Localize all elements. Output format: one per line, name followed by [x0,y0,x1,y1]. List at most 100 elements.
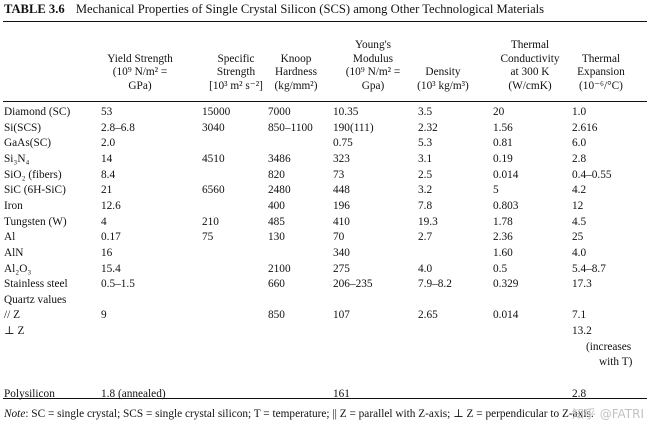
table-cell: 2.36 [493,231,513,244]
table-cell: 15000 [202,106,231,118]
table-cell: 2.8 [572,152,587,165]
table-caption: TABLE 3.6 Mechanical Properties of Singl… [4,2,544,17]
table-cell: 400 [268,199,285,212]
column-header-line: GPa) [128,80,152,93]
row-label: Tungsten (W) [4,215,67,228]
table-cell: 3.2 [418,184,433,197]
table-cell: 2.5 [418,168,433,181]
table-cell: 0.81 [493,137,513,150]
column-header-line: Modulus [352,52,394,65]
table-cell: 2.616 [572,121,598,134]
bottom-rule [3,398,647,399]
column-header-line: Gpa) [361,80,385,93]
table-cell: 3486 [268,152,291,165]
table-cell: 4.0 [572,246,587,259]
table-cell: 13.2 [572,325,592,338]
table-cell: 2.32 [418,121,438,134]
column-header-line: (kg/mm²) [274,80,318,93]
table-cell: 275 [333,262,350,275]
table-cell: 10.35 [333,106,359,118]
table-cell: 7.9–8.2 [418,278,452,291]
note-label: Note [4,408,26,420]
table-cell: 19.3 [418,215,438,228]
table-cell: 6560 [202,184,225,197]
column-header-line: Hardness [274,66,318,79]
table-cell: 7.1 [572,309,587,322]
row-label: Al [4,231,16,244]
row-label: // Z [4,309,21,322]
table-cell: 4.0 [418,262,433,275]
table-cell: 14 [101,152,113,165]
table-cell: 25 [572,231,584,244]
column-header-line: [10³ m² s⁻²] [209,80,263,93]
table-cell: 190(111) [333,121,374,134]
row-label: Quartz values [4,293,67,306]
table-cell: 75 [202,231,214,244]
table-number: TABLE 3.6 [4,2,65,16]
table-cell: 2100 [268,262,291,275]
top-rule [3,21,647,22]
table-cell: 0.19 [493,152,513,165]
table-cell: 3.5 [418,106,433,118]
table-cell: 850–1100 [268,121,313,134]
row-label: Stainless steel [4,278,68,291]
table-cell: 5.3 [418,137,433,150]
table-cell: 2.8–6.8 [101,121,135,134]
column-header-line: (10⁻⁶/°C) [579,80,623,93]
table-cell: 130 [268,231,285,244]
table-cell: 2480 [268,184,291,197]
table-cell: 4.5 [572,215,587,228]
table-cell: 70 [333,231,345,244]
table-cell: 485 [268,215,285,228]
column-header-line: Strength [216,66,256,79]
table-cell: 0.5 [493,262,508,275]
column-header-line: at 300 K [510,66,550,79]
table-cell: 210 [202,215,219,228]
table-cell: 448 [333,184,350,197]
column-header-line: Yield Strength [107,52,173,65]
table-cell: 15.4 [101,262,121,275]
column-header-line: Specific [217,52,255,65]
row-label: Diamond (SC) [4,106,71,118]
row-label: Al₂O₃ [4,262,32,275]
table-cell: (increases [586,340,632,353]
table-cell: 0.5–1.5 [101,278,135,291]
table-cell: 5 [493,184,499,197]
table-cell: 12.6 [101,199,121,212]
table-cell: 2.0 [101,137,116,150]
table-cell: 4510 [202,152,225,165]
table-cell: 4 [101,215,107,228]
table-cell: 73 [333,168,345,181]
table-cell: 0.329 [493,278,519,291]
table-cell: 0.17 [101,231,121,244]
table-cell: 2.8 [572,387,587,400]
table-cell: 410 [333,215,350,228]
table-cell: 0.4–0.55 [572,168,612,181]
table-cell: 3.1 [418,152,433,165]
column-header-line: (10⁹ N/m² = [345,66,401,79]
table-cell: with T) [599,356,633,369]
row-label: Si(SCS) [4,121,42,134]
row-label: Si₃N₄ [4,152,30,165]
row-label: ⊥ Z [4,325,25,338]
table-cell: 196 [333,199,350,212]
table-cell: 1.8 (annealed) [101,387,166,400]
table-cell: 1.0 [572,106,587,118]
row-label: SiO₂ (fibers) [4,168,62,181]
table-cell: 1.78 [493,215,513,228]
column-header-line: Expansion [577,66,625,79]
column-header-line: (W/cmK) [508,80,552,93]
row-label: AlN [4,246,24,259]
table-cell: 1.60 [493,246,513,259]
header-rule [3,101,647,102]
table-cell: 107 [333,309,350,322]
table-cell: 7.8 [418,199,433,212]
row-label: Iron [4,199,23,212]
table-cell: 0.75 [333,137,353,150]
table-cell: 660 [268,278,285,291]
table-cell: 21 [101,184,113,197]
column-header-line: Young's [354,38,392,51]
table-cell: 2.65 [418,309,438,322]
table-cell: 20 [493,106,505,118]
table-cell: 323 [333,152,350,165]
